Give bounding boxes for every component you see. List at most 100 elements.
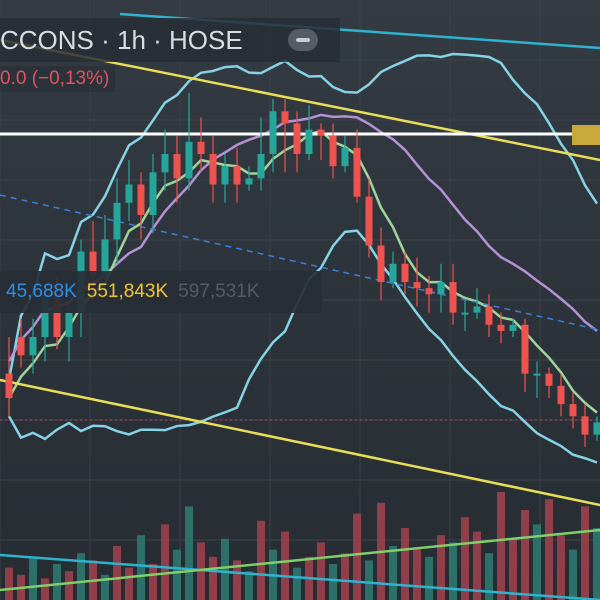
candle-body bbox=[125, 184, 133, 203]
volume-bar bbox=[317, 542, 325, 600]
volume-bar bbox=[233, 560, 241, 600]
candle-body bbox=[557, 385, 565, 405]
candle-body bbox=[173, 154, 181, 179]
volume-bar bbox=[509, 538, 517, 600]
volume-bar bbox=[221, 538, 229, 600]
volume-bar bbox=[593, 528, 600, 600]
candle-body bbox=[485, 306, 493, 325]
candlesticks bbox=[5, 93, 600, 447]
candle-body bbox=[341, 147, 349, 167]
candle-body bbox=[149, 172, 157, 215]
volume-bar bbox=[113, 546, 121, 600]
volume-bar bbox=[257, 520, 265, 600]
volume-bar bbox=[485, 553, 493, 600]
candle-body bbox=[41, 294, 49, 337]
candle-body bbox=[89, 251, 97, 276]
candle-body bbox=[509, 324, 517, 331]
volume-bar bbox=[101, 574, 109, 600]
channel-line-bottom bbox=[0, 553, 600, 600]
candle-body bbox=[53, 294, 61, 337]
volume-value-3: 597,531K bbox=[178, 281, 260, 302]
candle-body bbox=[569, 404, 577, 417]
candle-body bbox=[17, 337, 25, 356]
volume-bar bbox=[365, 560, 373, 600]
candle-body bbox=[461, 312, 469, 315]
candle-body bbox=[413, 282, 421, 289]
volume-bar bbox=[245, 571, 253, 600]
candle-body bbox=[29, 337, 37, 356]
volume-bar bbox=[353, 513, 361, 600]
volume-bar bbox=[497, 492, 505, 600]
volume-bar bbox=[77, 553, 85, 600]
candle-body bbox=[245, 178, 253, 185]
candle-body bbox=[329, 135, 337, 167]
candle-body bbox=[281, 111, 289, 124]
candle-body bbox=[389, 263, 397, 283]
bollinger-lower-line bbox=[7, 229, 598, 464]
volume-bar bbox=[569, 549, 577, 600]
volume-bar bbox=[449, 542, 457, 600]
volume-legend: 45,688K 551,843K 597,531K bbox=[0, 271, 322, 313]
volume-bar bbox=[209, 556, 217, 600]
volume-bar bbox=[293, 567, 301, 600]
volume-bar bbox=[341, 553, 349, 600]
candle-body bbox=[65, 312, 73, 337]
price-change: 0.0 (−0,13%) bbox=[0, 66, 116, 92]
volume-bar bbox=[65, 571, 73, 600]
candle-body bbox=[185, 141, 193, 179]
candle-body bbox=[497, 324, 505, 331]
volume-bar bbox=[173, 549, 181, 600]
volume-bar bbox=[557, 535, 565, 600]
volume-bar bbox=[41, 578, 49, 600]
volume-bar bbox=[161, 524, 169, 600]
volume-bar bbox=[29, 556, 37, 600]
volume-bar bbox=[389, 546, 397, 600]
candle-body bbox=[5, 373, 13, 398]
candle-body bbox=[161, 154, 169, 173]
candle-body bbox=[449, 282, 457, 313]
candle-body bbox=[113, 202, 121, 240]
volume-bar bbox=[149, 564, 157, 600]
volume-bar bbox=[437, 535, 445, 600]
volume-value-1: 45,688K bbox=[6, 281, 77, 302]
candle-body bbox=[221, 166, 229, 185]
volume-bar bbox=[137, 535, 145, 600]
volume-bar bbox=[125, 567, 133, 600]
volume-bars bbox=[5, 492, 600, 600]
volume-bar bbox=[461, 517, 469, 600]
candle-body bbox=[473, 306, 481, 313]
candle-body bbox=[269, 111, 277, 154]
candle-body bbox=[209, 154, 217, 185]
candle-body bbox=[581, 416, 589, 435]
volume-bar bbox=[521, 510, 529, 600]
volume-bar bbox=[473, 531, 481, 600]
candle-body bbox=[593, 422, 600, 435]
candle-body bbox=[545, 373, 553, 386]
candle-body bbox=[101, 239, 109, 276]
trend-line-lower bbox=[0, 378, 600, 507]
volume-bar bbox=[281, 531, 289, 600]
candle-body bbox=[377, 245, 385, 283]
price-level-marker bbox=[572, 125, 600, 145]
candle-body bbox=[425, 288, 433, 295]
volume-bar bbox=[533, 524, 541, 600]
candle-body bbox=[317, 129, 325, 136]
bollinger-upper-line bbox=[7, 52, 599, 380]
volume-bar bbox=[329, 564, 337, 600]
candle-body bbox=[197, 141, 205, 154]
volume-bar bbox=[185, 506, 193, 600]
candle-body bbox=[521, 324, 529, 374]
volume-value-2: 551,843K bbox=[86, 281, 169, 302]
symbol-title: CCONS · 1h · HOSE bbox=[0, 24, 243, 55]
candle-body bbox=[353, 147, 361, 197]
symbol-header[interactable]: CCONS · 1h · HOSE bbox=[0, 18, 340, 62]
candle-body bbox=[305, 129, 313, 154]
volume-bar bbox=[401, 528, 409, 600]
candle-body bbox=[233, 166, 241, 185]
minus-eye-icon[interactable] bbox=[288, 29, 318, 51]
candle-body bbox=[257, 154, 265, 179]
volume-bar bbox=[545, 499, 553, 600]
candle-body bbox=[365, 196, 373, 246]
ma-long-line bbox=[7, 113, 598, 363]
